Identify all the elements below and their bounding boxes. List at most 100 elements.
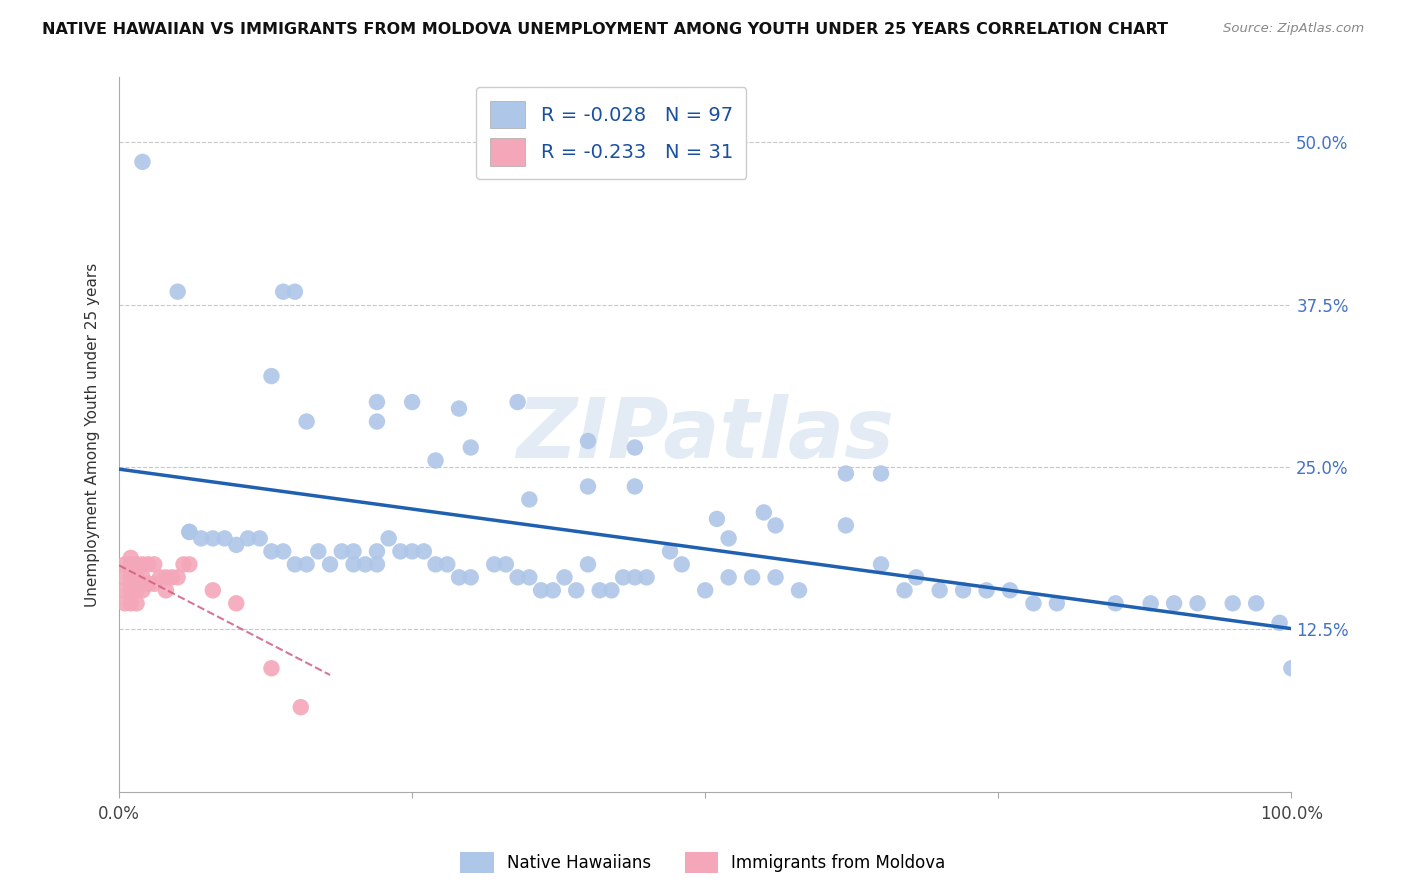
Point — [1279, 661, 1302, 675]
Point — [120, 558, 142, 572]
Point — [436, 558, 458, 572]
Point — [870, 467, 893, 481]
Point — [179, 524, 201, 539]
Y-axis label: Unemployment Among Youth under 25 years: Unemployment Among Youth under 25 years — [86, 262, 100, 607]
Point — [752, 505, 775, 519]
Point — [576, 434, 599, 448]
Point — [1046, 596, 1069, 610]
Point — [214, 532, 236, 546]
Point — [905, 570, 928, 584]
Point — [401, 544, 423, 558]
Point — [671, 558, 693, 572]
Point — [636, 570, 658, 584]
Point — [201, 532, 224, 546]
Point — [260, 661, 283, 675]
Point — [120, 550, 142, 565]
Point — [517, 492, 540, 507]
Point — [893, 583, 915, 598]
Point — [612, 570, 634, 584]
Point — [1163, 596, 1185, 610]
Point — [495, 558, 517, 572]
Point — [506, 395, 529, 409]
Point — [260, 369, 283, 384]
Point — [342, 544, 364, 558]
Point — [114, 596, 136, 610]
Point — [290, 700, 312, 714]
Point — [354, 558, 377, 572]
Point — [131, 154, 153, 169]
Point — [366, 544, 388, 558]
Point — [870, 558, 893, 572]
Point — [412, 544, 434, 558]
Point — [249, 532, 271, 546]
Point — [179, 558, 201, 572]
Point — [1268, 615, 1291, 630]
Point — [541, 583, 564, 598]
Point — [976, 583, 998, 598]
Point — [155, 570, 177, 584]
Point — [928, 583, 950, 598]
Point — [366, 395, 388, 409]
Point — [1022, 596, 1045, 610]
Point — [131, 583, 153, 598]
Point — [389, 544, 412, 558]
Legend: Native Hawaiians, Immigrants from Moldova: Native Hawaiians, Immigrants from Moldov… — [454, 846, 952, 880]
Point — [835, 518, 858, 533]
Point — [190, 532, 212, 546]
Point — [600, 583, 623, 598]
Point — [706, 512, 728, 526]
Point — [166, 570, 188, 584]
Point — [624, 441, 647, 455]
Point — [307, 544, 329, 558]
Point — [155, 583, 177, 598]
Point — [125, 583, 148, 598]
Point — [695, 583, 717, 598]
Point — [589, 583, 612, 598]
Point — [138, 558, 160, 572]
Point — [366, 558, 388, 572]
Point — [460, 570, 482, 584]
Legend: R = -0.028   N = 97, R = -0.233   N = 31: R = -0.028 N = 97, R = -0.233 N = 31 — [477, 87, 747, 179]
Point — [835, 467, 858, 481]
Point — [717, 532, 740, 546]
Point — [765, 570, 787, 584]
Point — [319, 558, 342, 572]
Point — [143, 577, 166, 591]
Point — [554, 570, 576, 584]
Point — [1139, 596, 1161, 610]
Point — [225, 538, 247, 552]
Point — [1104, 596, 1126, 610]
Point — [517, 570, 540, 584]
Point — [1244, 596, 1267, 610]
Point — [765, 518, 787, 533]
Point — [114, 558, 136, 572]
Text: ZIPatlas: ZIPatlas — [516, 394, 894, 475]
Point — [131, 570, 153, 584]
Point — [366, 415, 388, 429]
Point — [120, 596, 142, 610]
Point — [120, 583, 142, 598]
Point — [295, 415, 318, 429]
Point — [401, 395, 423, 409]
Point — [284, 558, 307, 572]
Point — [1222, 596, 1244, 610]
Text: NATIVE HAWAIIAN VS IMMIGRANTS FROM MOLDOVA UNEMPLOYMENT AMONG YOUTH UNDER 25 YEA: NATIVE HAWAIIAN VS IMMIGRANTS FROM MOLDO… — [42, 22, 1168, 37]
Point — [271, 285, 294, 299]
Point — [576, 558, 599, 572]
Point — [114, 583, 136, 598]
Point — [624, 479, 647, 493]
Point — [482, 558, 505, 572]
Point — [236, 532, 259, 546]
Point — [998, 583, 1021, 598]
Point — [179, 524, 201, 539]
Point — [460, 441, 482, 455]
Point — [1187, 596, 1209, 610]
Point — [225, 596, 247, 610]
Point — [201, 583, 224, 598]
Point — [447, 570, 470, 584]
Point — [166, 285, 188, 299]
Point — [741, 570, 763, 584]
Text: Source: ZipAtlas.com: Source: ZipAtlas.com — [1223, 22, 1364, 36]
Point — [260, 544, 283, 558]
Point — [284, 285, 307, 299]
